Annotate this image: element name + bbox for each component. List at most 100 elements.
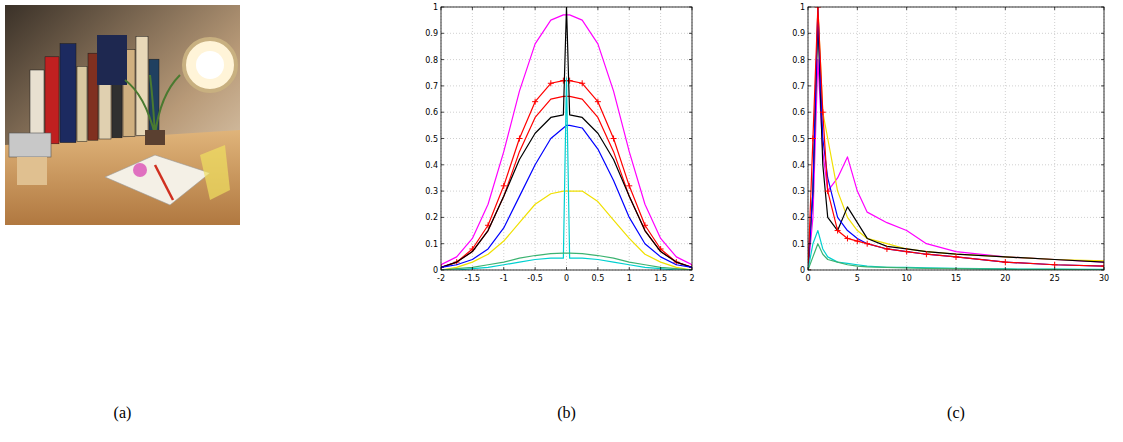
book — [77, 66, 87, 141]
grid-line — [1005, 7, 1006, 270]
y-tick-label: 0 — [433, 266, 438, 275]
tick — [808, 59, 811, 60]
grid-line — [441, 33, 692, 34]
frame — [441, 7, 692, 270]
grid-line — [808, 191, 1104, 192]
tick — [689, 33, 692, 34]
tick — [692, 267, 693, 270]
tick — [1101, 164, 1104, 165]
tick — [689, 243, 692, 244]
tick — [441, 7, 442, 10]
tick — [808, 164, 811, 165]
box-stand — [17, 157, 47, 185]
series-line — [808, 20, 1104, 270]
marker — [611, 136, 617, 142]
y-tick-label: 0.2 — [792, 213, 805, 222]
tick — [1054, 267, 1055, 270]
series-line — [441, 191, 692, 270]
marker — [904, 249, 910, 255]
tick — [597, 267, 598, 270]
y-tick-label: 0.8 — [792, 56, 805, 65]
series-line — [441, 7, 692, 267]
series-line — [808, 60, 1104, 270]
y-tick-label: 0.9 — [425, 29, 438, 38]
tick — [629, 267, 630, 270]
x-tick-label: 1 — [627, 274, 632, 283]
tick — [566, 267, 567, 270]
tick — [808, 112, 811, 113]
x-tick-label: 0 — [564, 274, 569, 283]
series-group — [808, 7, 1104, 270]
tick — [441, 59, 444, 60]
y-tick-label: 0.9 — [792, 29, 805, 38]
open-book — [105, 155, 210, 205]
x-tick-label: 15 — [951, 274, 961, 283]
marker — [595, 99, 601, 105]
grid-line — [629, 7, 630, 270]
x-tick-label: 25 — [1050, 274, 1060, 283]
panel-label: (c) — [947, 404, 965, 422]
x-tick-label: -2 — [437, 274, 445, 283]
tick — [1101, 243, 1104, 244]
tick — [808, 191, 811, 192]
y-tick-label: 0.6 — [425, 108, 438, 117]
series-line — [441, 125, 692, 267]
series-line — [441, 96, 692, 267]
y-tick-label: 0.3 — [425, 187, 438, 196]
tick — [808, 270, 811, 271]
grid-line — [472, 7, 473, 270]
tick — [857, 7, 858, 10]
plot-area — [441, 7, 692, 270]
tick — [808, 267, 809, 270]
grid-line — [808, 243, 1104, 244]
marker — [1052, 262, 1058, 268]
tick — [689, 85, 692, 86]
yellow-filter — [200, 145, 230, 200]
tick — [441, 33, 444, 34]
marker — [884, 246, 890, 252]
tick — [1101, 138, 1104, 139]
tick — [808, 85, 811, 86]
x-tick-label: -0.5 — [527, 274, 543, 283]
x-tick-label: -1.5 — [465, 274, 481, 283]
grid-line — [808, 112, 1104, 113]
tick — [597, 7, 598, 10]
plot-area — [808, 7, 1104, 270]
grid-line — [441, 138, 692, 139]
figure: (a)-2-1.5-1-0.500.511.5200.10.20.30.40.5… — [0, 0, 1123, 442]
tick — [956, 7, 957, 10]
marker — [516, 136, 522, 142]
colour-wheel — [133, 163, 147, 177]
marker — [579, 80, 585, 86]
x-tick-label: 10 — [902, 274, 912, 283]
tick — [441, 138, 444, 139]
tick — [689, 270, 692, 271]
tick — [808, 7, 809, 10]
series-line — [808, 244, 1104, 270]
marker — [835, 228, 841, 234]
marker — [1002, 259, 1008, 265]
y-tick-label: 0 — [800, 266, 805, 275]
series-line — [441, 78, 692, 270]
grid-line — [441, 59, 692, 60]
marker — [815, 7, 821, 10]
series-line — [808, 231, 1104, 270]
photo — [5, 5, 240, 225]
tick — [906, 267, 907, 270]
y-tick-label: 0.2 — [425, 213, 438, 222]
y-tick-label: 0.3 — [792, 187, 805, 196]
y-tick-label: 0.5 — [792, 135, 805, 144]
marker — [1101, 263, 1104, 269]
tick — [689, 112, 692, 113]
marker — [854, 238, 860, 244]
grid-line — [808, 85, 1104, 86]
tick — [1104, 267, 1105, 270]
tick — [956, 267, 957, 270]
y-tick-label: 0.8 — [425, 56, 438, 65]
y-tick-label: 1 — [433, 3, 438, 12]
tick — [660, 7, 661, 10]
marker — [864, 241, 870, 247]
panel-label: (a) — [114, 404, 132, 422]
tick — [906, 7, 907, 10]
grid-line — [808, 138, 1104, 139]
